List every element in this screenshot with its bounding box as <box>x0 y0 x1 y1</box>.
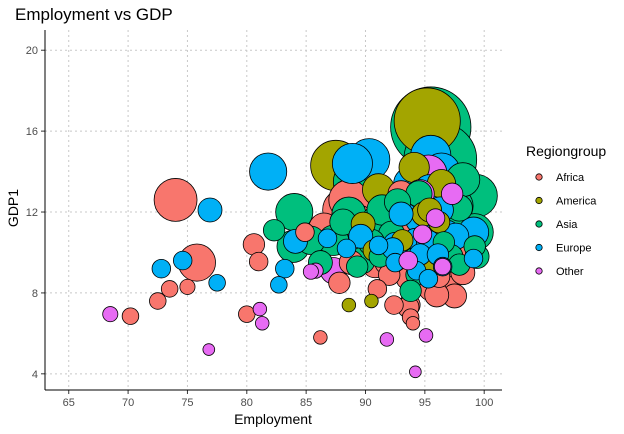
data-point <box>197 197 223 223</box>
legend-label: America <box>556 196 597 208</box>
legend-label: Asia <box>556 219 578 231</box>
y-tick-label: 16 <box>26 126 38 138</box>
data-point <box>399 279 422 303</box>
data-point <box>249 152 288 191</box>
data-point <box>248 251 269 272</box>
x-tick-label: 95 <box>419 397 431 409</box>
data-point <box>336 238 357 259</box>
data-point <box>364 293 379 309</box>
data-point <box>160 280 179 298</box>
legend-key <box>535 267 543 275</box>
axes: 65 70 75 80 85 90 95 100 4 8 12 16 20 <box>26 30 502 409</box>
data-point <box>441 182 464 205</box>
data-point <box>384 295 404 315</box>
data-point <box>208 274 226 292</box>
data-point <box>398 250 418 271</box>
data-point <box>317 228 338 249</box>
y-tick-label: 12 <box>26 207 38 219</box>
data-point <box>121 307 140 325</box>
legend-key <box>535 243 543 252</box>
legend-key <box>535 196 543 205</box>
y-tick-label: 4 <box>32 369 38 381</box>
data-point <box>242 233 266 256</box>
data-point <box>368 235 389 256</box>
data-point <box>151 258 172 279</box>
data-point <box>270 276 288 294</box>
bubble-layer <box>102 86 498 379</box>
data-point <box>341 297 357 313</box>
x-tick-label: 100 <box>475 397 493 409</box>
data-point <box>418 269 439 289</box>
legend-label: Other <box>556 266 584 278</box>
data-point <box>388 201 414 227</box>
data-point <box>172 250 193 271</box>
legend-key <box>535 173 543 181</box>
data-point <box>418 328 434 343</box>
data-point <box>405 316 421 331</box>
data-point <box>275 258 295 279</box>
legend-title: Regiongroup <box>526 143 606 159</box>
legend-key <box>535 220 543 228</box>
data-point <box>409 365 422 379</box>
data-point <box>102 306 119 323</box>
data-point <box>331 143 373 184</box>
data-point <box>179 278 196 295</box>
x-tick-label: 75 <box>181 397 193 409</box>
data-point <box>379 332 395 347</box>
data-point <box>262 219 286 242</box>
x-tick-label: 90 <box>359 397 371 409</box>
data-point <box>238 305 256 323</box>
data-point <box>302 263 319 280</box>
x-tick-label: 80 <box>241 397 253 409</box>
data-point <box>202 343 216 356</box>
x-axis-title: Employment <box>234 411 312 427</box>
data-point <box>255 316 270 331</box>
legend-label: Africa <box>556 172 585 184</box>
x-tick-label: 85 <box>300 397 312 409</box>
data-point <box>346 255 369 278</box>
x-tick-label: 65 <box>63 397 75 409</box>
data-point <box>252 301 268 317</box>
data-point <box>328 271 351 294</box>
data-point <box>412 224 433 244</box>
data-point <box>463 248 484 269</box>
data-point <box>313 330 328 345</box>
y-axis-title: GDP1 <box>5 189 21 227</box>
y-tick-label: 20 <box>26 45 38 57</box>
data-point <box>295 222 315 242</box>
data-point <box>153 178 198 222</box>
legend-label: Europe <box>556 243 591 255</box>
x-tick-label: 70 <box>122 397 134 409</box>
chart-title: Employment vs GDP <box>15 5 173 24</box>
data-point <box>433 257 452 276</box>
data-point <box>425 208 446 228</box>
data-point <box>149 292 167 310</box>
y-tick-label: 8 <box>32 288 38 300</box>
legend: Regiongroup Africa America Asia Europe Other <box>526 143 606 278</box>
